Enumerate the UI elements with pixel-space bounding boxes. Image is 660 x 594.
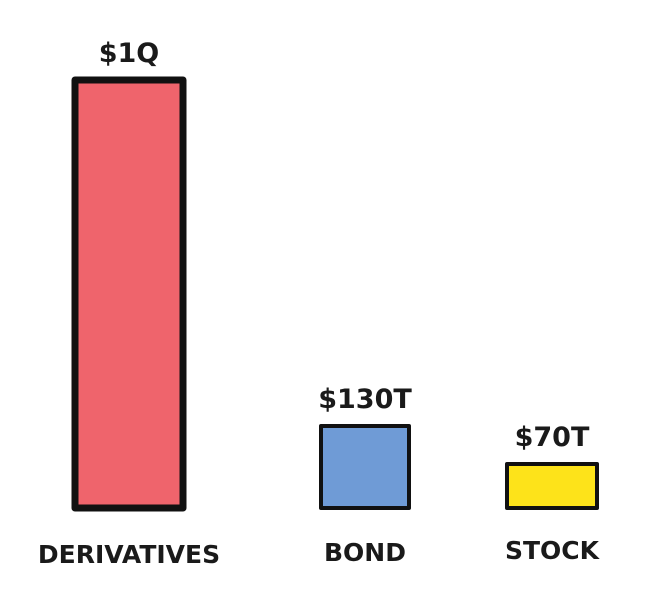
bar-bond (319, 424, 411, 510)
category-label-bond: BOND (324, 538, 406, 567)
category-label-stock: STOCK (505, 536, 601, 565)
category-label-derivatives: DERIVATIVES (38, 540, 220, 569)
value-labels-layer: $1Q $130T $70T (99, 38, 590, 453)
bars-layer (71, 76, 599, 512)
value-label-stock: $70T (515, 422, 590, 453)
bar-derivatives (71, 76, 187, 512)
value-label-bond: $130T (318, 384, 412, 415)
bar-stock (505, 462, 599, 510)
value-label-derivatives: $1Q (99, 38, 160, 69)
category-labels-layer: DERIVATIVES BOND STOCK (38, 536, 601, 569)
